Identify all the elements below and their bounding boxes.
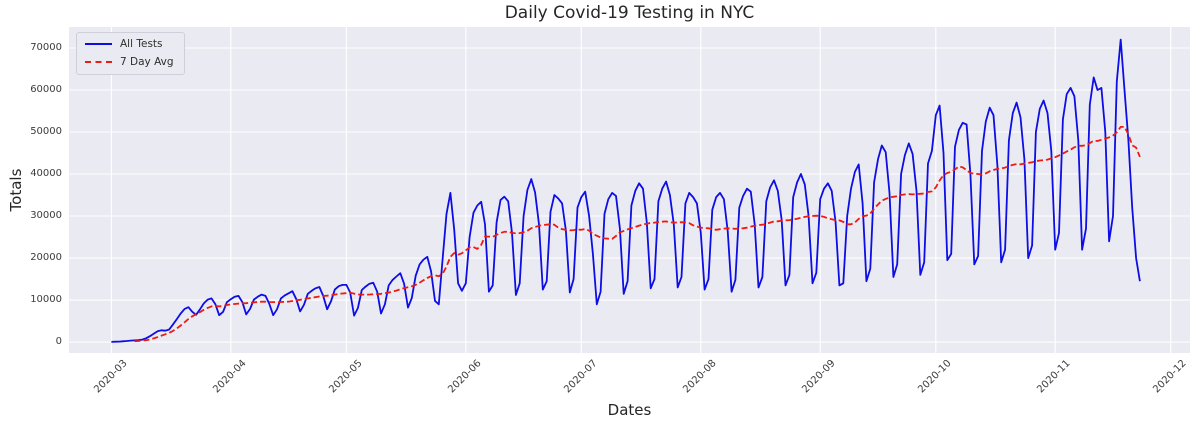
y-tick-label: 20000 <box>30 252 62 264</box>
y-tick-label: 60000 <box>30 84 62 95</box>
chart-title: Daily Covid-19 Testing in NYC <box>504 3 755 23</box>
legend: All Tests 7 Day Avg <box>76 32 185 75</box>
y-tick-label: 50000 <box>30 126 62 138</box>
y-tick-label: 0 <box>55 336 62 348</box>
legend-item-all-tests: All Tests <box>85 38 174 50</box>
legend-label-7-day-avg: 7 Day Avg <box>120 56 174 68</box>
y-tick-label: 70000 <box>30 42 62 53</box>
all-tests-line-swatch <box>85 43 112 45</box>
y-tick-label: 40000 <box>30 168 62 180</box>
y-tick-label: 10000 <box>30 294 62 306</box>
seven-day-avg-line <box>134 126 1141 343</box>
legend-label-all-tests: All Tests <box>120 38 163 50</box>
seven-day-avg-line-swatch <box>85 61 112 63</box>
y-axis-label: Totals <box>7 168 25 212</box>
y-tick-label: 30000 <box>30 210 62 222</box>
all-tests-line <box>111 38 1141 343</box>
legend-item-7-day-avg: 7 Day Avg <box>85 56 174 68</box>
x-axis-label: Dates <box>607 401 652 419</box>
